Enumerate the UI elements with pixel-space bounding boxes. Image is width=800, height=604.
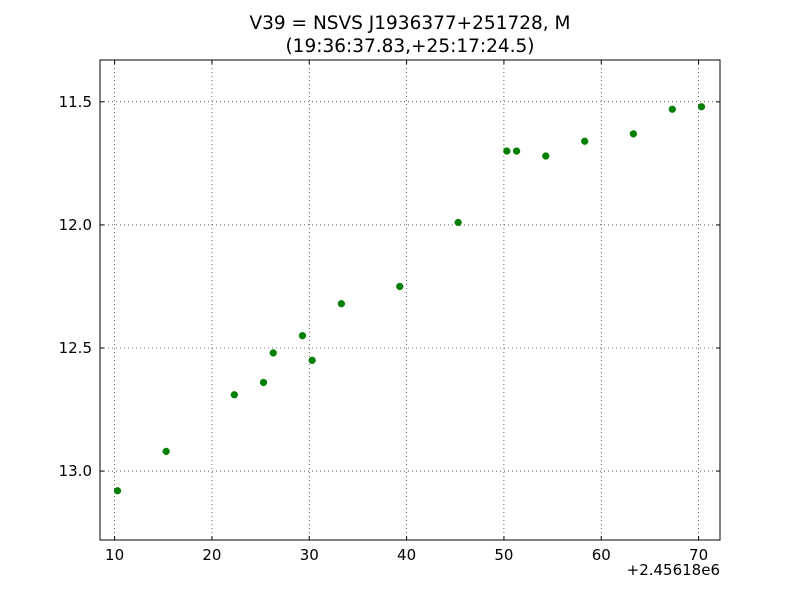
data-point <box>337 300 346 308</box>
x-tick-label: 60 <box>592 546 611 564</box>
grid-lines <box>100 60 720 540</box>
data-point <box>269 349 277 357</box>
axis-ticks <box>100 60 720 540</box>
data-point <box>113 487 122 495</box>
x-tick-label: 20 <box>202 546 221 564</box>
data-point <box>298 332 307 340</box>
y-tick-label: 11.5 <box>59 93 92 111</box>
data-point <box>629 130 638 138</box>
plot-frame <box>99 59 721 541</box>
data-point <box>396 282 404 291</box>
data-point <box>259 378 268 387</box>
y-tick-label: 13.0 <box>59 462 92 480</box>
data-point <box>512 147 521 155</box>
data-points <box>113 103 706 495</box>
data-point <box>230 391 238 399</box>
data-point <box>668 105 676 113</box>
chart-title-line-2: (19:36:37.83,+25:17:24.5) <box>285 36 534 57</box>
chart-title-line-1: V39 = NSVS J1936377+251728, M <box>249 13 570 34</box>
tick-labels: 10 20 30 40 50 60 70 11.5 12.0 12.5 13.0 <box>59 93 709 564</box>
data-point <box>308 356 316 364</box>
data-point <box>503 147 511 155</box>
y-tick-label: 12.5 <box>59 339 92 357</box>
x-tick-label: 50 <box>494 546 513 564</box>
x-tick-label: 10 <box>105 546 124 564</box>
x-offset-label: +2.45618e6 <box>627 561 720 579</box>
data-point <box>581 137 589 145</box>
data-point <box>454 218 462 227</box>
data-point <box>162 447 170 456</box>
data-point <box>542 152 550 160</box>
x-tick-label: 40 <box>397 546 416 564</box>
x-tick-label: 70 <box>689 546 708 564</box>
x-tick-label: 30 <box>300 546 319 564</box>
y-tick-label: 12.0 <box>59 216 92 234</box>
data-point <box>697 103 706 111</box>
